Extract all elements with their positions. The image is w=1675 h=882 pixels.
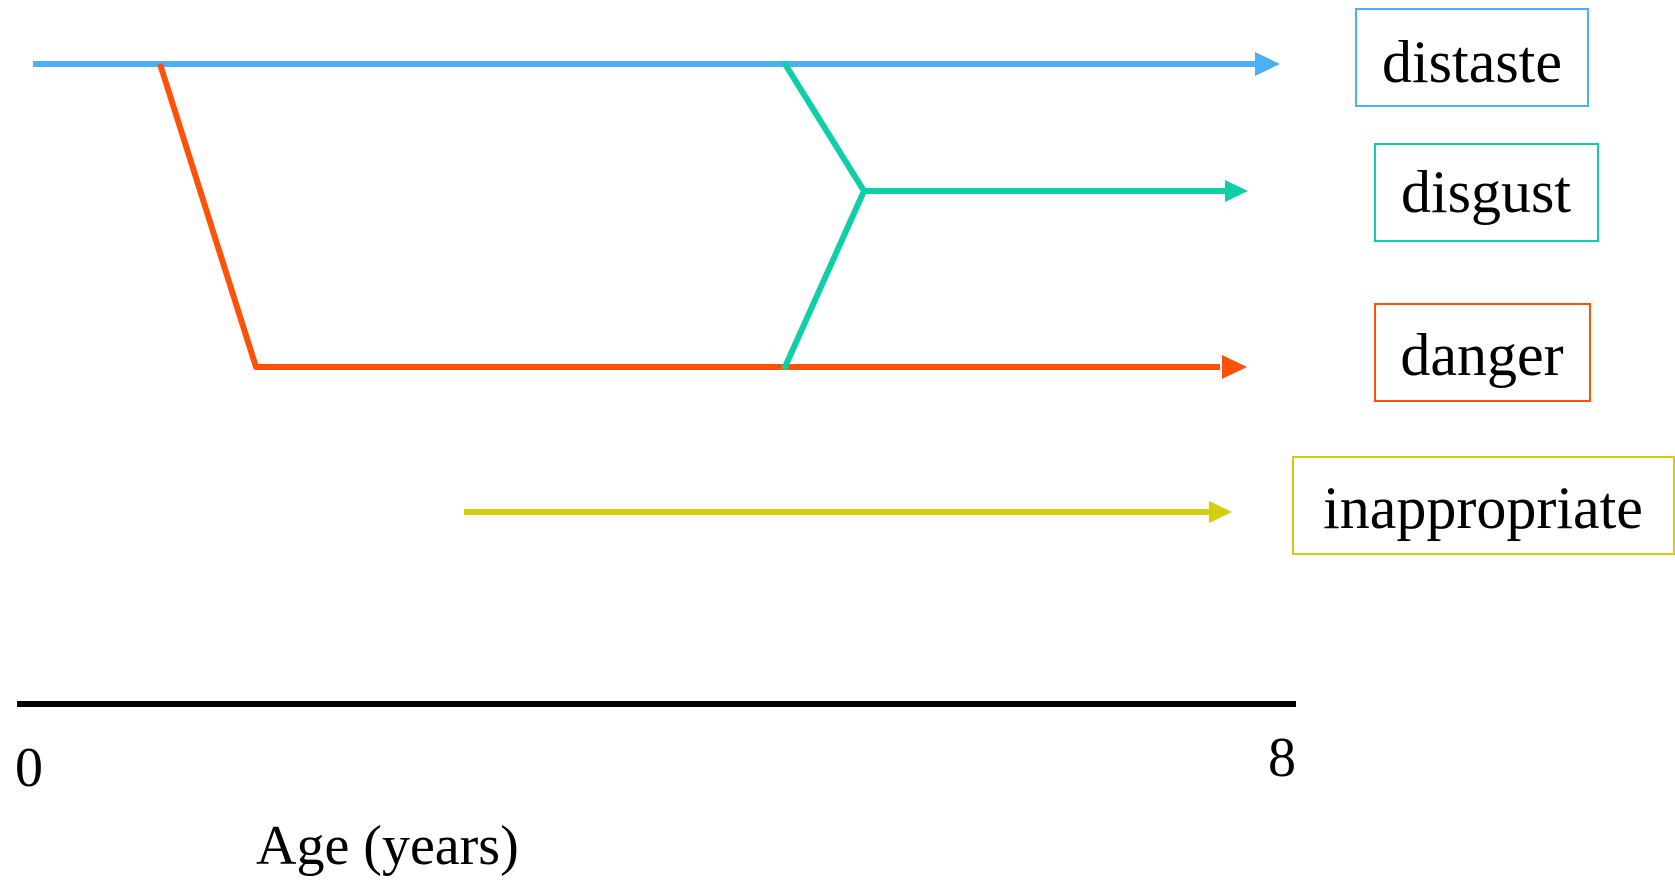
inappropriate-label: inappropriate [1323, 475, 1643, 541]
danger-line [157, 63, 1247, 379]
inappropriate-label-box: inappropriate [1292, 456, 1675, 555]
distaste-line [33, 52, 1280, 76]
distaste-label: distaste [1382, 29, 1562, 95]
disgust-label-box: disgust [1374, 143, 1599, 242]
disgust-branch-lower [782, 188, 1228, 370]
danger-label-box: danger [1374, 303, 1591, 402]
disgust-line [782, 61, 1248, 370]
axis-title: Age (years) [256, 815, 519, 877]
disgust-arrowhead [1225, 180, 1248, 202]
distaste-box-border [1355, 8, 1589, 107]
axis-end-label: 8 [1268, 727, 1296, 789]
disgust-label: disgust [1401, 159, 1571, 225]
danger-arrowhead [1222, 355, 1247, 379]
inappropriate-line [464, 501, 1232, 523]
danger-box-border [1374, 303, 1591, 402]
inappropriate-arrowhead [1209, 501, 1232, 523]
danger-label: danger [1400, 322, 1563, 388]
disgust-branch-upper [782, 61, 867, 194]
distaste-arrowhead [1255, 52, 1280, 76]
axis-start-label: 0 [15, 737, 43, 799]
inappropriate-box-border [1292, 456, 1675, 555]
danger-line-stroke [157, 63, 1220, 370]
distaste-label-box: distaste [1355, 8, 1589, 107]
disgust-box-border [1374, 143, 1599, 242]
age-axis: 0 8 Age (years) [15, 701, 1296, 877]
